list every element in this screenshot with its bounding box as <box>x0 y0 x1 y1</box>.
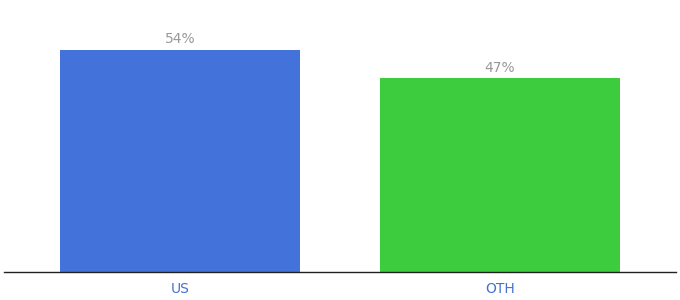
Text: 54%: 54% <box>165 32 195 46</box>
Bar <box>60 50 300 272</box>
Bar <box>380 78 620 272</box>
Text: 47%: 47% <box>485 61 515 75</box>
